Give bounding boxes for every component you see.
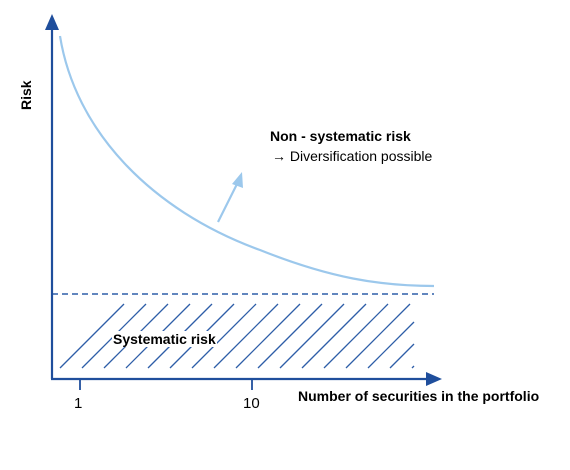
hatch-line bbox=[367, 321, 415, 369]
hatch-line bbox=[213, 303, 279, 369]
hatch-line bbox=[191, 303, 257, 369]
diversification-possible-label: → Diversification possible bbox=[272, 148, 433, 164]
x-axis-label: Number of securities in the portfolio bbox=[298, 388, 540, 404]
hatch-line bbox=[235, 303, 301, 369]
total-risk-curve bbox=[58, 35, 435, 288]
x-tick-label-10: 10 bbox=[243, 395, 260, 412]
x-axis-arrowhead bbox=[426, 372, 442, 386]
x-tick-label-1: 1 bbox=[74, 395, 83, 412]
hatch-line bbox=[411, 365, 415, 369]
systematic-risk-label: Systematic risk bbox=[112, 331, 217, 347]
hatch-line bbox=[59, 303, 125, 369]
hatch-line bbox=[279, 303, 345, 369]
hatch-line bbox=[389, 343, 415, 369]
non-systematic-risk-label: Non - systematic risk bbox=[270, 128, 411, 144]
hatch-line bbox=[323, 303, 389, 369]
hatch-line bbox=[345, 303, 411, 369]
y-axis-label: Risk bbox=[18, 80, 34, 110]
y-axis-arrowhead bbox=[45, 14, 59, 30]
hatch-line bbox=[257, 303, 323, 369]
diversification-arrow-shaft bbox=[217, 181, 239, 223]
diversification-arrow-head bbox=[232, 172, 243, 188]
hatch-line bbox=[301, 303, 367, 369]
